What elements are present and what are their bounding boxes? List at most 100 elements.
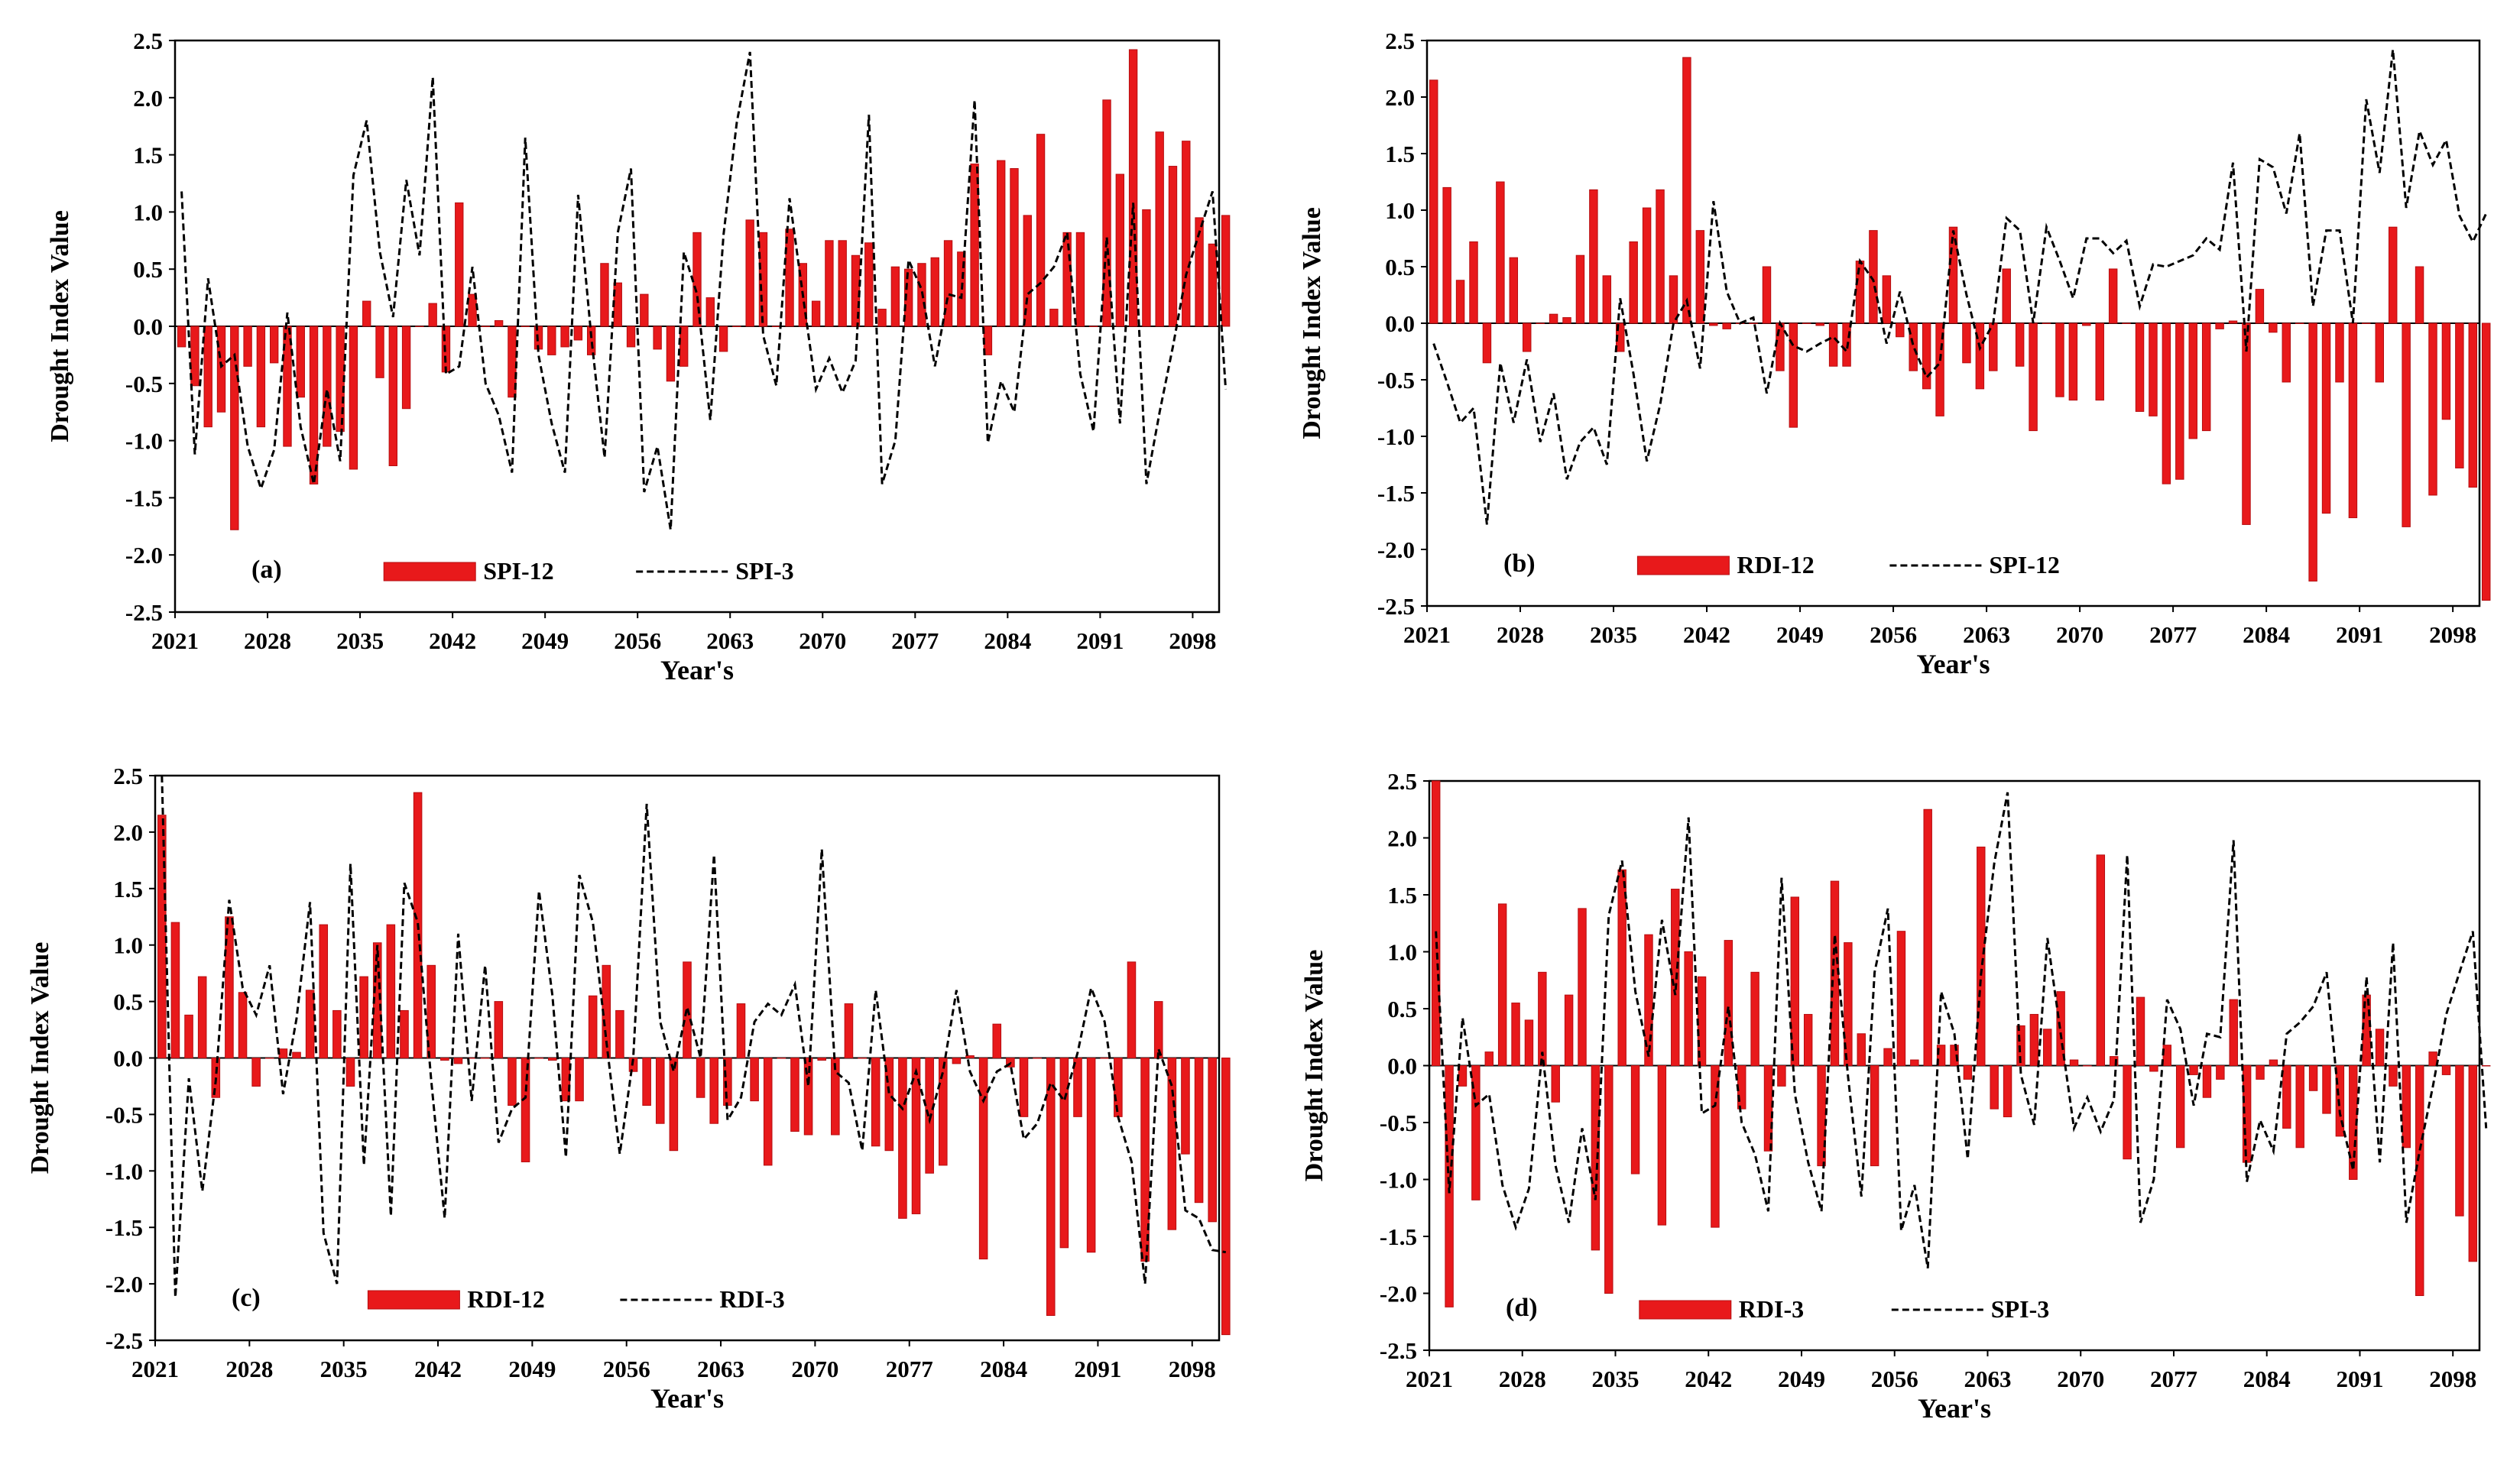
bar-2030 [1549, 313, 1558, 324]
bar-2088 [2322, 1065, 2331, 1114]
bar-2067 [2043, 1029, 2052, 1066]
y-tick-label: -2.0 [125, 542, 163, 569]
bar-2038 [401, 326, 411, 410]
bar-2076 [2162, 322, 2171, 484]
bar-2072 [844, 1003, 854, 1059]
bar-2079 [2201, 322, 2211, 432]
y-tick-label: 0.0 [1387, 1053, 1417, 1080]
bar-2079 [938, 1058, 948, 1166]
bar-2038 [386, 924, 396, 1058]
bar-2036 [359, 976, 368, 1058]
x-tick-label: 2035 [320, 1356, 368, 1382]
bar-2059 [1936, 1045, 1946, 1067]
bar-2033 [1589, 189, 1598, 324]
bar-2077 [911, 1058, 921, 1214]
x-tick-label: 2028 [244, 627, 291, 654]
bar-2081 [970, 164, 979, 327]
legend-bar-swatch [367, 1290, 460, 1310]
bar-2087 [2308, 1065, 2318, 1091]
y-tick-label: -0.5 [125, 371, 163, 397]
bar-2022 [170, 922, 180, 1059]
bar-2029 [1538, 971, 1547, 1066]
bar-2096 [1168, 166, 1178, 327]
x-tick-label: 2021 [131, 1356, 179, 1382]
bar-2059 [679, 326, 689, 367]
bar-2089 [1075, 232, 1085, 327]
bar-2068 [2055, 322, 2064, 397]
bar-2053 [588, 995, 598, 1058]
bar-2093 [1127, 961, 1137, 1058]
bar-2089 [2335, 322, 2344, 383]
bar-2040 [1682, 57, 1691, 324]
bar-2075 [2149, 322, 2158, 416]
bar-2055 [615, 1009, 624, 1058]
x-tick-label: 2063 [1964, 1366, 2011, 1392]
bar-2090 [1089, 326, 1098, 327]
bar-2099 [1208, 1058, 1217, 1223]
y-tick-label: -1.0 [105, 1158, 143, 1184]
bar-2097 [2441, 1065, 2451, 1075]
bar-2042 [1709, 322, 1718, 326]
bar-2034 [1604, 1065, 1614, 1294]
bar-2054 [1870, 1065, 1879, 1167]
y-tick-label: 1.0 [1387, 939, 1417, 966]
y-tick-label: 1.5 [133, 142, 163, 169]
bar-2089 [1073, 1058, 1082, 1117]
bar-2085 [2282, 1065, 2291, 1129]
bar-2027 [1509, 257, 1519, 324]
x-tick-label: 2070 [791, 1356, 838, 1382]
x-tick-label: 2021 [1406, 1366, 1453, 1392]
bar-2051 [1828, 322, 1838, 367]
bar-2028 [1524, 1019, 1534, 1067]
bar-2065 [2016, 1025, 2025, 1066]
bar-2073 [2122, 322, 2131, 324]
bar-2045 [480, 1058, 490, 1059]
bar-2093 [1128, 49, 1138, 327]
bar-2049 [547, 326, 556, 355]
bar-2072 [2109, 1056, 2119, 1066]
bar-2094 [1142, 209, 1151, 327]
bar-2065 [750, 1058, 759, 1102]
bar-2066 [2029, 1013, 2039, 1066]
bar-2034 [332, 1009, 342, 1058]
bar-2023 [203, 326, 212, 428]
bar-2099 [2468, 1065, 2478, 1262]
y-tick-label: -0.5 [105, 1101, 143, 1128]
bar-2074 [2136, 996, 2145, 1066]
x-axis-title: Year's [660, 655, 734, 685]
bar-2061 [696, 1058, 705, 1098]
bar-2046 [1763, 1065, 1773, 1152]
bar-2091 [2362, 994, 2371, 1066]
bar-2088 [2321, 322, 2331, 514]
x-tick-label: 2091 [1074, 1356, 1121, 1382]
bar-2080 [2215, 322, 2224, 329]
x-tick-label: 2056 [1870, 621, 1917, 648]
bar-2062 [1977, 846, 1986, 1067]
bar-2035 [362, 300, 371, 327]
bar-2053 [1857, 1033, 1866, 1067]
bar-2033 [1591, 1065, 1601, 1251]
bar-2038 [1656, 189, 1665, 324]
bar-2021 [1429, 79, 1438, 324]
legend-bar-label: RDI-12 [467, 1285, 544, 1313]
y-tick-label: -1.0 [1377, 423, 1415, 450]
bar-2066 [2029, 322, 2038, 432]
bar-2063 [732, 326, 741, 327]
bar-2084 [1010, 168, 1019, 327]
y-tick-label: 1.5 [1387, 882, 1417, 909]
bar-2073 [2123, 1065, 2132, 1160]
bar-2083 [2256, 1065, 2265, 1080]
bar-2060 [1950, 1045, 1959, 1067]
bar-2078 [2188, 322, 2197, 439]
x-tick-label: 2063 [1963, 621, 2010, 648]
bar-2091 [1102, 99, 1111, 327]
legend-bar-swatch [383, 562, 476, 582]
x-axis-title: Year's [1917, 649, 1990, 679]
bar-2029 [283, 326, 292, 447]
bar-2095 [2415, 266, 2424, 324]
bar-2053 [600, 263, 609, 327]
y-tick-label: 0.5 [1387, 996, 1417, 1022]
bar-2067 [2042, 322, 2051, 324]
bar-2029 [1536, 322, 1545, 324]
bar-2021 [1431, 780, 1441, 1066]
